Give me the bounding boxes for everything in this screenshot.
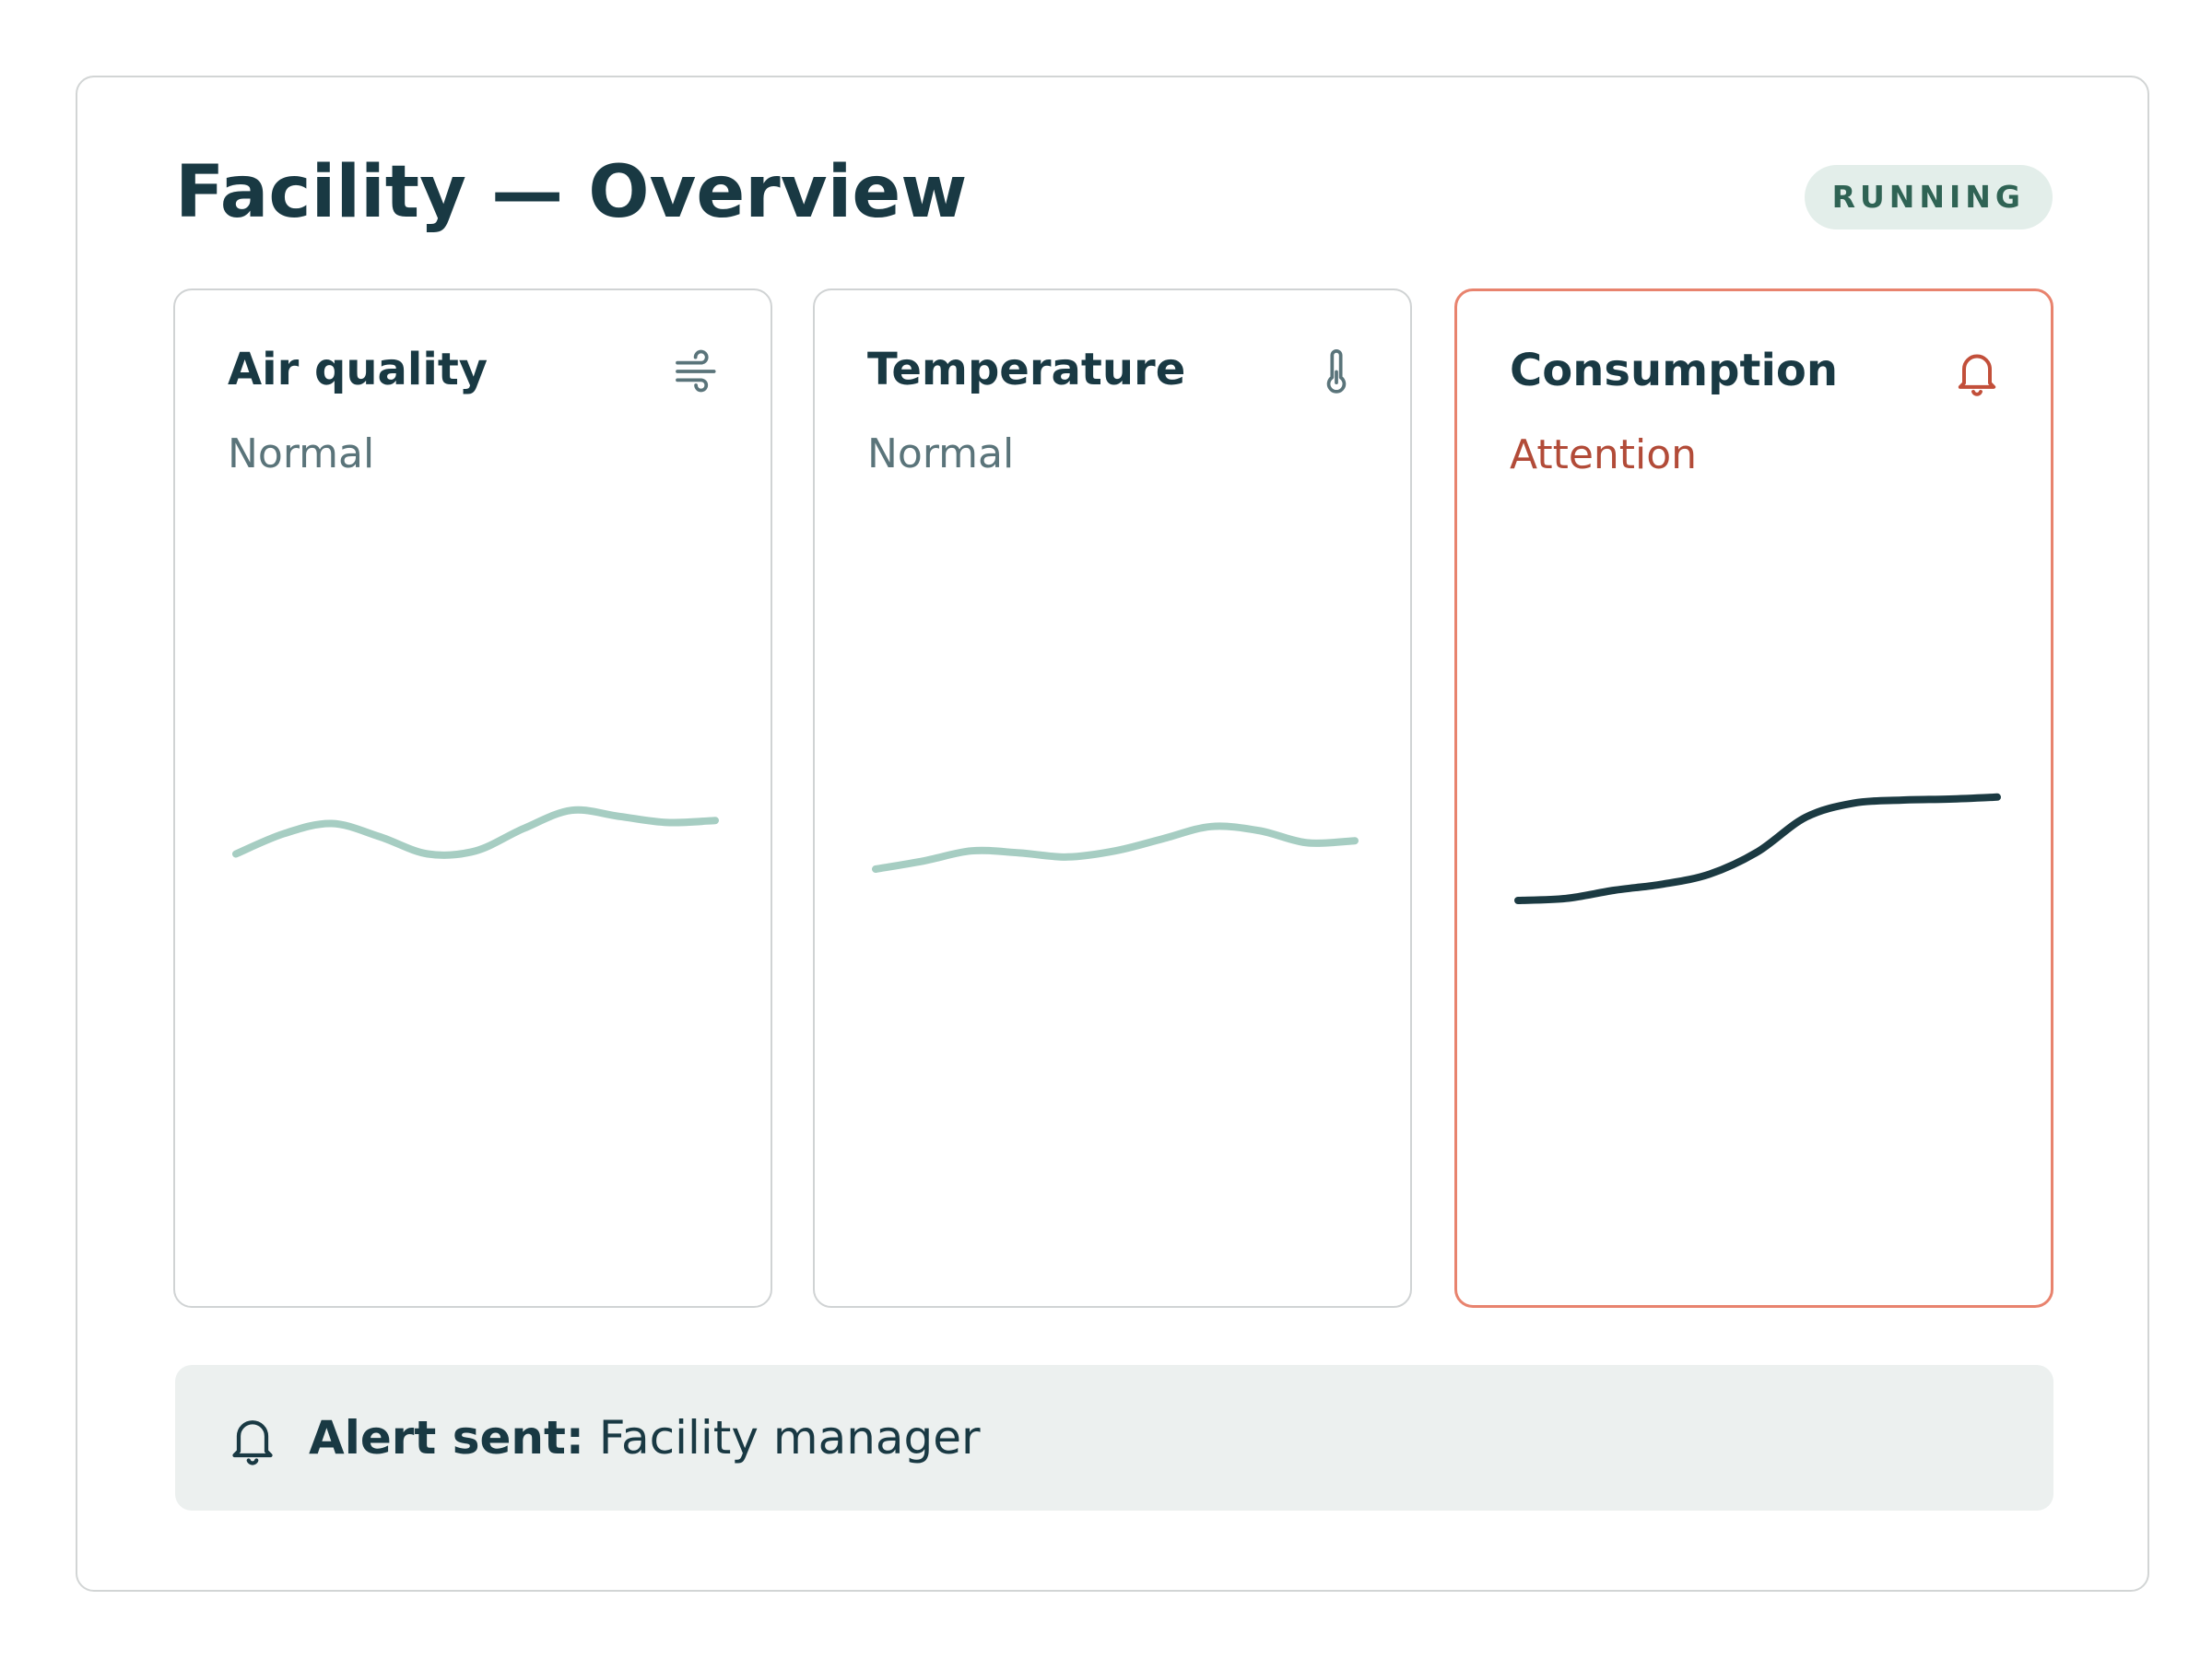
- overview-panel: Facility — Overview RUNNING Air quality …: [76, 76, 2149, 1592]
- trend-sparkline: [232, 806, 719, 859]
- wind-icon: [676, 349, 716, 393]
- thermometer-icon: [1326, 349, 1347, 394]
- bell-icon: [1958, 354, 1996, 396]
- card-temperature[interactable]: Temperature Normal: [813, 288, 1412, 1308]
- trend-line: [1514, 793, 2001, 904]
- status-badge: RUNNING: [1804, 165, 2053, 229]
- card-status: Normal: [228, 430, 375, 477]
- trend-sparkline: [1514, 793, 2001, 904]
- card-title: Air quality: [228, 344, 488, 395]
- trend-sparkline: [872, 822, 1359, 873]
- trend-line: [872, 822, 1359, 873]
- bell-icon: [232, 1420, 273, 1465]
- alert-notification: Alert sent: Facility manager: [175, 1365, 2053, 1511]
- trend-line: [232, 806, 719, 859]
- card-title: Consumption: [1510, 345, 1839, 396]
- card-status: Normal: [867, 430, 1015, 477]
- alert-recipient: Facility manager: [598, 1411, 981, 1465]
- card-status: Attention: [1510, 431, 1698, 478]
- card-air-quality[interactable]: Air quality Normal: [173, 288, 772, 1308]
- alert-label: Alert sent:: [309, 1411, 584, 1465]
- card-consumption[interactable]: Consumption Attention: [1454, 288, 2053, 1308]
- page-title: Facility — Overview: [175, 151, 968, 234]
- alert-message: Alert sent: Facility manager: [309, 1365, 981, 1511]
- card-title: Temperature: [867, 344, 1186, 395]
